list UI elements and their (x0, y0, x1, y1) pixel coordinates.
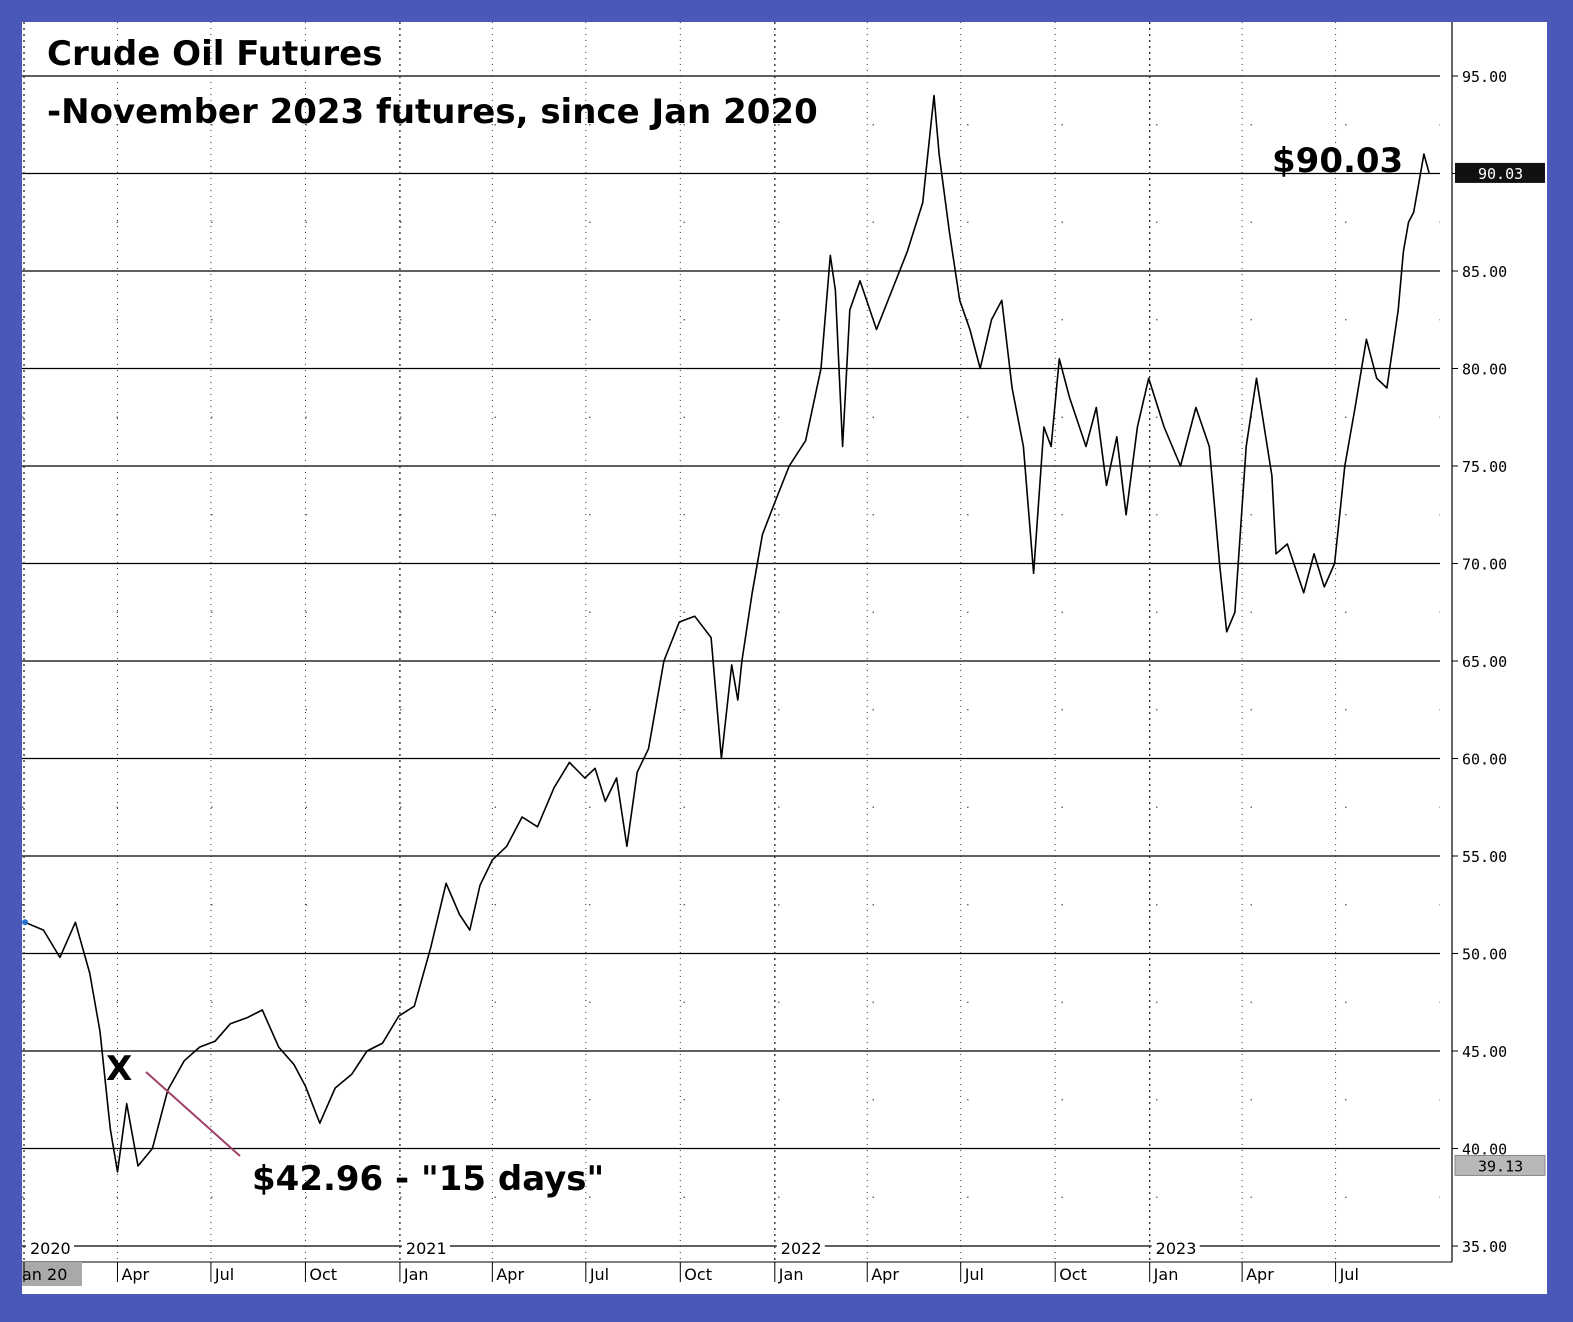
year-label-bg (1151, 1240, 1200, 1256)
axis-layer: 35.00 40.00 45.00 50.00 55.00 60.00 65.00 70.00… (22, 22, 1546, 1286)
annotation-pointer-line (145, 1071, 241, 1157)
price-line (24, 94, 1430, 1173)
grid-layer (22, 22, 1440, 1260)
y-tick-label: 95.00 (1462, 68, 1507, 86)
x-month-label: Jul (214, 1265, 234, 1284)
y-tick-label: 70.00 (1462, 556, 1507, 574)
x-month-label: Jan (403, 1265, 429, 1284)
x-year-label: 2022 (781, 1239, 822, 1258)
x-year-label: 2020 (30, 1239, 71, 1258)
x-month-label: Jul (964, 1265, 984, 1284)
y-tick-label: 50.00 (1462, 946, 1507, 964)
year-label-bg (776, 1240, 825, 1256)
x-month-label: Oct (1059, 1265, 1087, 1284)
annotation-layer: $90.03 X $42.96 - "15 days" (106, 141, 1403, 1199)
x-month-label: Jan (778, 1265, 804, 1284)
chart-panel: 35.00 40.00 45.00 50.00 55.00 60.00 65.00 70.00… (22, 22, 1547, 1294)
chart-subtitle: -November 2023 futures, since Jan 2020 (47, 92, 818, 132)
y-tick-label: 85.00 (1462, 263, 1507, 281)
low-value-marker (1454, 1154, 1546, 1176)
last-value-marker (1455, 162, 1545, 183)
year-label-bg (26, 1240, 74, 1256)
price-chart: 35.00 40.00 45.00 50.00 55.00 60.00 65.00 70.00… (22, 22, 1546, 1286)
x-month-label: Apr (496, 1265, 524, 1284)
x-month-label: Jul (589, 1265, 609, 1284)
y-tick-label: 35.00 (1462, 1238, 1507, 1256)
x-month-label: an 20 (22, 1265, 67, 1284)
x-month-label: Apr (121, 1265, 149, 1284)
y-tick-label: 40.00 (1462, 1141, 1507, 1159)
high-price-annotation: $90.03 (1272, 141, 1403, 181)
series-layer (22, 94, 1430, 1173)
x-month-label: Oct (684, 1265, 712, 1284)
y-tick-label: 80.00 (1462, 361, 1507, 379)
x-month-label: Apr (871, 1265, 899, 1284)
chart-title: Crude Oil Futures (47, 34, 383, 74)
y-tick-label: 45.00 (1462, 1043, 1507, 1061)
x-month-label: Jul (1339, 1265, 1359, 1284)
x-month-label: Apr (1246, 1265, 1274, 1284)
x-month-label: Jan (1153, 1265, 1179, 1284)
x-year-label: 2021 (406, 1239, 447, 1258)
y-tick-label: 55.00 (1462, 848, 1507, 866)
series-start-marker (22, 919, 29, 926)
y-tick-label: 60.00 (1462, 751, 1507, 769)
y-tick-label: 75.00 (1462, 458, 1507, 476)
y-tick-label: 65.00 (1462, 653, 1507, 671)
x-month-label: Oct (309, 1265, 337, 1284)
year-label-bg (401, 1240, 450, 1256)
x-year-label: 2023 (1156, 1239, 1197, 1258)
low-value-label: 39.13 (1478, 1157, 1523, 1175)
last-value-label: 90.03 (1478, 165, 1523, 183)
x-marker-annotation: X (106, 1049, 132, 1089)
low-price-annotation: $42.96 - "15 days" (252, 1159, 604, 1199)
x-start-label-bg (22, 1262, 82, 1286)
